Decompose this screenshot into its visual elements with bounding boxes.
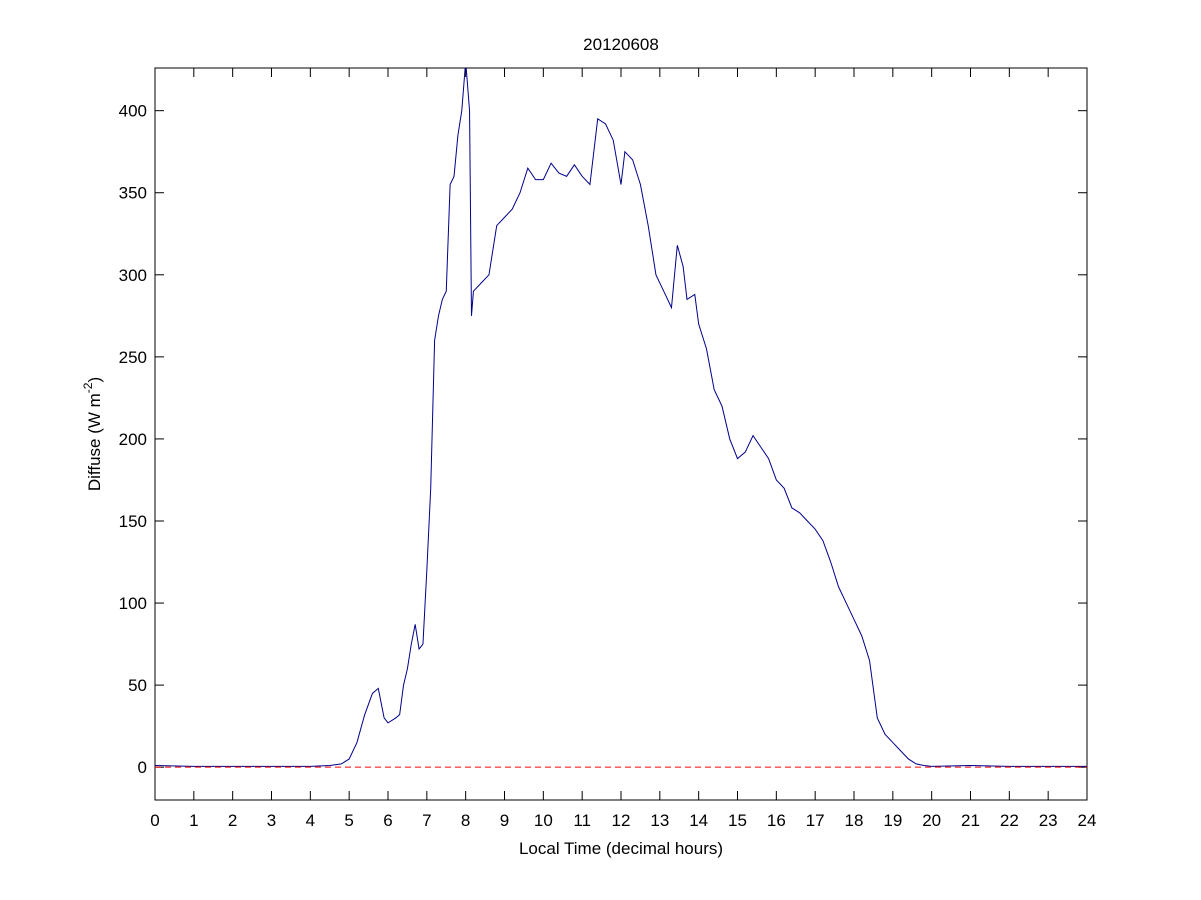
x-tick-label: 16	[767, 811, 786, 830]
x-tick-label: 7	[422, 811, 431, 830]
y-axis-label: Diffuse (W m-2)	[81, 377, 104, 491]
x-tick-label: 22	[1000, 811, 1019, 830]
x-tick-label: 23	[1039, 811, 1058, 830]
x-tick-label: 10	[534, 811, 553, 830]
x-tick-label: 5	[344, 811, 353, 830]
x-tick-label: 20	[922, 811, 941, 830]
x-tick-label: 2	[228, 811, 237, 830]
x-tick-label: 12	[612, 811, 631, 830]
x-tick-label: 13	[650, 811, 669, 830]
x-tick-label: 15	[728, 811, 747, 830]
y-tick-label: 350	[119, 184, 147, 203]
plot-area	[154, 67, 1088, 801]
x-axis-label: Local Time (decimal hours)	[519, 839, 723, 858]
y-tick-label: 0	[138, 758, 147, 777]
y-tick-label: 150	[119, 512, 147, 531]
x-tick-label: 17	[806, 811, 825, 830]
x-tick-label: 24	[1078, 811, 1097, 830]
plot-lines	[155, 68, 1087, 768]
x-tick-label: 6	[383, 811, 392, 830]
x-tick-label: 0	[150, 811, 159, 830]
x-tick-label: 4	[306, 811, 315, 830]
data-line	[155, 68, 1087, 767]
x-tick-label: 21	[961, 811, 980, 830]
x-tick-label: 19	[883, 811, 902, 830]
x-tick-label: 8	[461, 811, 470, 830]
y-tick-label: 250	[119, 348, 147, 367]
y-tick-label: 400	[119, 102, 147, 121]
x-tick-label: 18	[845, 811, 864, 830]
y-tick-label: 50	[128, 676, 147, 695]
x-tick-label: 11	[573, 811, 591, 830]
y-tick-label: 300	[119, 266, 147, 285]
x-tick-label: 1	[189, 811, 198, 830]
y-tick-label: 100	[119, 594, 147, 613]
y-tick-label: 200	[119, 430, 147, 449]
x-tick-label: 3	[267, 811, 276, 830]
chart-title: 20120608	[583, 35, 659, 54]
x-tick-label: 9	[500, 811, 509, 830]
x-tick-label: 14	[689, 811, 708, 830]
